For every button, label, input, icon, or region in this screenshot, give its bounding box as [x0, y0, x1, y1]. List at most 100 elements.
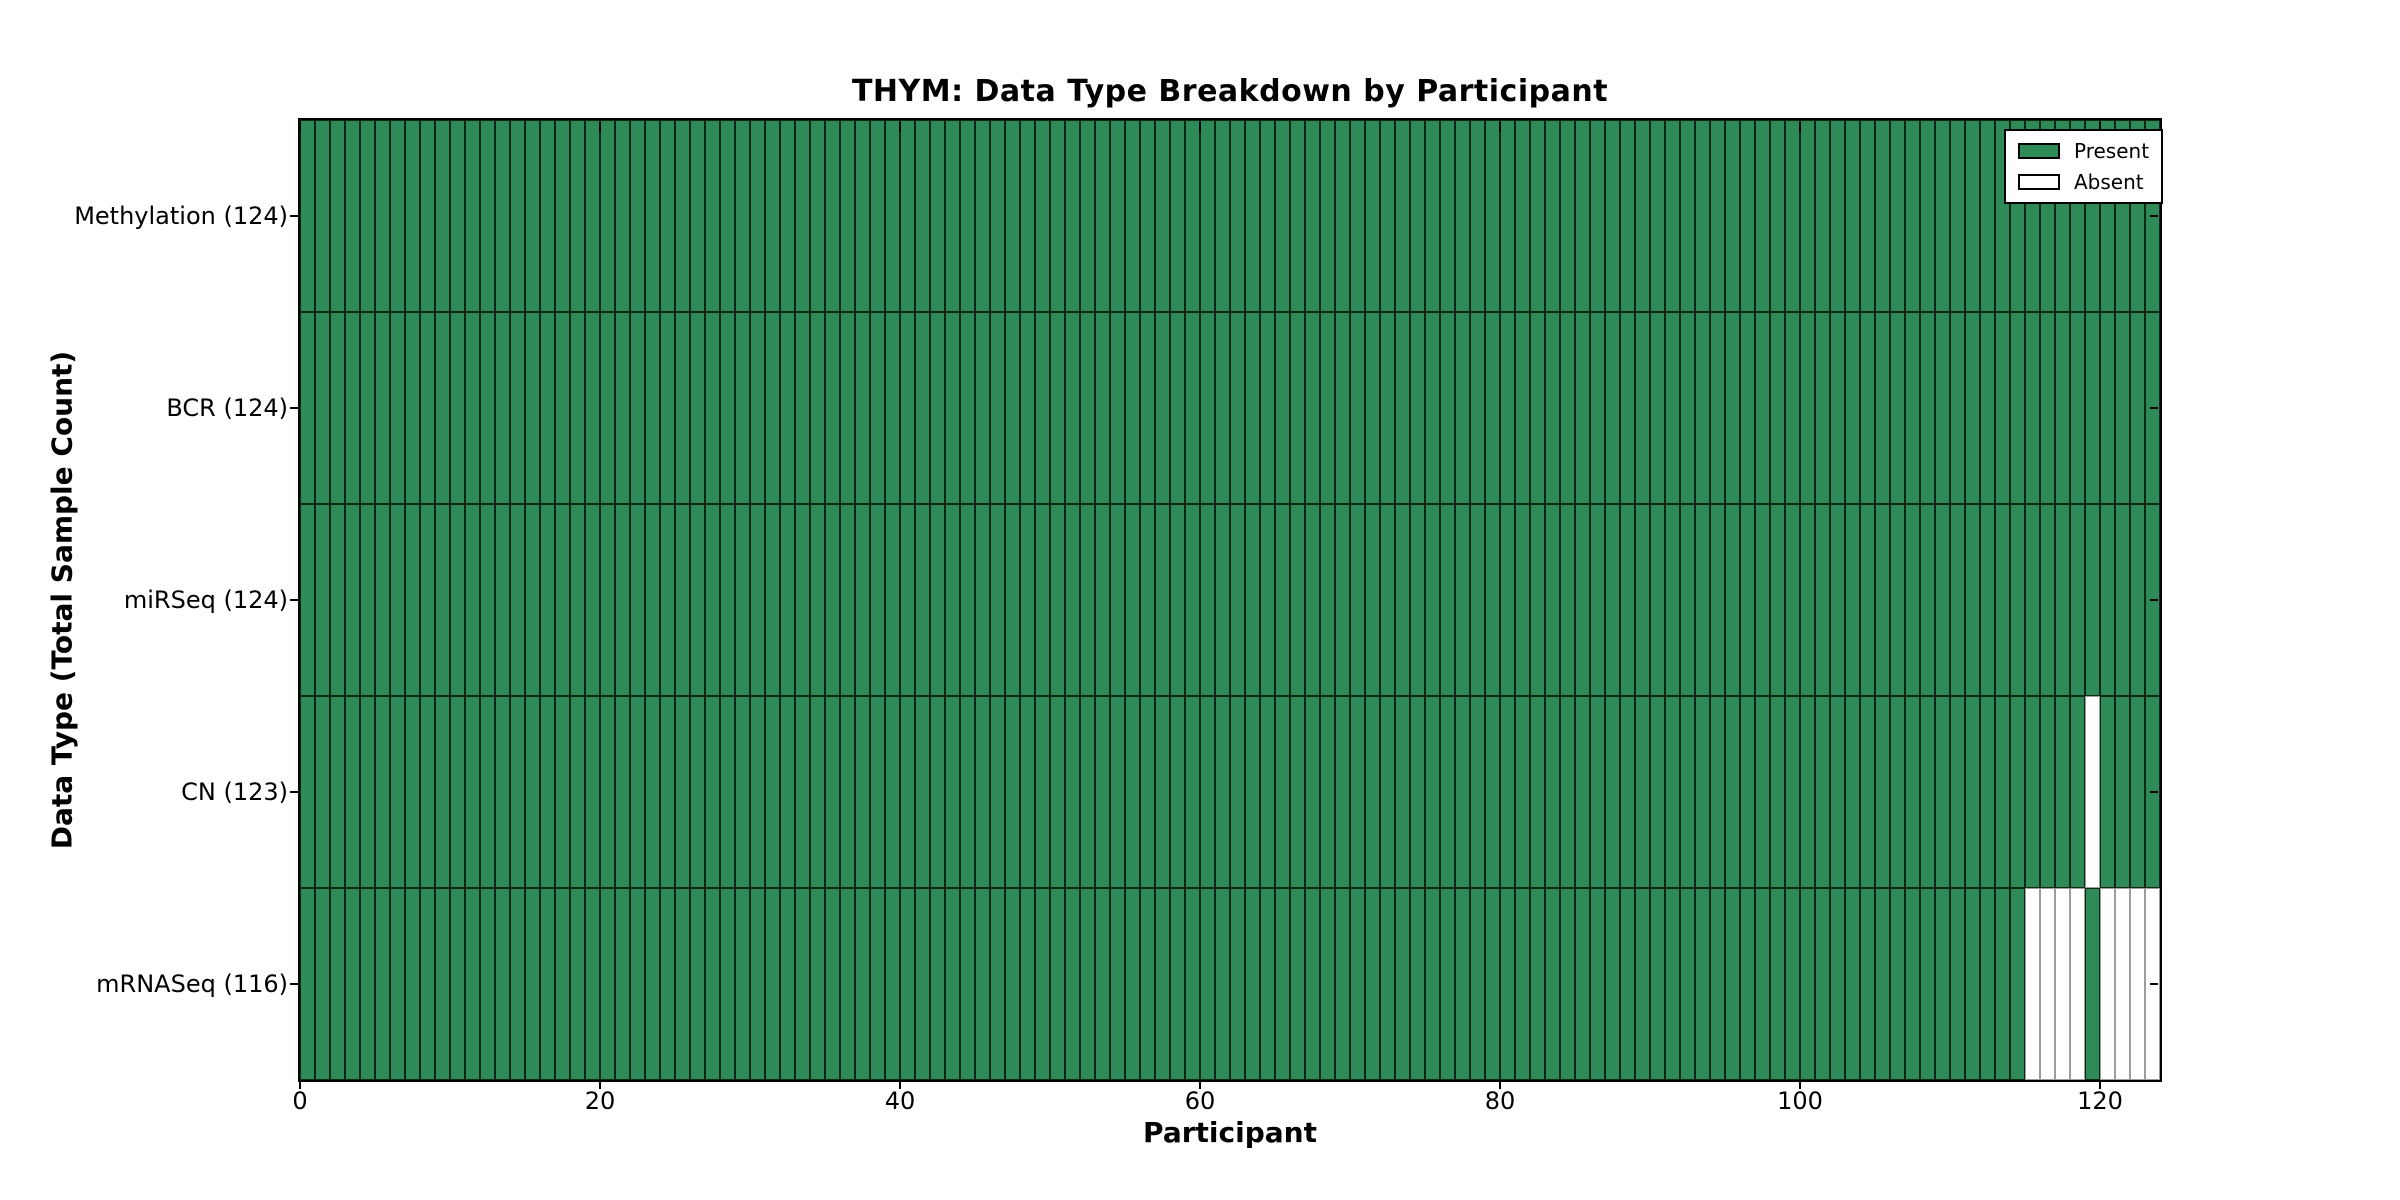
present-cell — [1245, 312, 1260, 504]
present-cell — [840, 504, 855, 696]
present-cell — [420, 120, 435, 312]
present-cell — [1515, 312, 1530, 504]
present-cell — [1065, 888, 1080, 1080]
present-cell — [300, 504, 315, 696]
present-cell — [960, 504, 975, 696]
present-cell — [1020, 312, 1035, 504]
present-cell — [330, 888, 345, 1080]
present-cell — [690, 696, 705, 888]
present-cell — [1020, 120, 1035, 312]
present-cell — [2115, 696, 2130, 888]
present-cell — [915, 888, 930, 1080]
present-cell — [1140, 312, 1155, 504]
present-cell — [930, 696, 945, 888]
present-cell — [1935, 120, 1950, 312]
present-cell — [1650, 120, 1665, 312]
present-cell — [840, 696, 855, 888]
present-cell — [525, 888, 540, 1080]
tick-mark — [599, 1082, 601, 1089]
present-cell — [300, 312, 315, 504]
present-cell — [720, 504, 735, 696]
present-cell — [675, 120, 690, 312]
tick-mark — [290, 599, 298, 601]
present-cell — [2100, 504, 2115, 696]
legend-label: Present — [2074, 139, 2150, 163]
present-cell — [1680, 120, 1695, 312]
present-cell — [1275, 120, 1290, 312]
present-cell — [1395, 888, 1410, 1080]
present-cell — [600, 312, 615, 504]
present-cell — [1740, 504, 1755, 696]
present-cell — [570, 888, 585, 1080]
present-cell — [1215, 312, 1230, 504]
present-cell — [300, 120, 315, 312]
legend-swatch-present — [2018, 143, 2060, 159]
present-cell — [810, 120, 825, 312]
present-cell — [300, 696, 315, 888]
present-cell — [420, 504, 435, 696]
present-cell — [1665, 888, 1680, 1080]
present-cell — [1785, 696, 1800, 888]
y-tick-label: CN (123) — [181, 778, 288, 806]
present-cell — [1365, 888, 1380, 1080]
present-cell — [675, 504, 690, 696]
present-cell — [885, 312, 900, 504]
present-cell — [1590, 312, 1605, 504]
legend-swatch-absent — [2018, 174, 2060, 190]
present-cell — [1035, 504, 1050, 696]
present-cell — [945, 120, 960, 312]
present-cell — [900, 312, 915, 504]
present-cell — [495, 696, 510, 888]
present-cell — [1485, 120, 1500, 312]
present-cell — [1935, 504, 1950, 696]
present-cell — [1845, 888, 1860, 1080]
present-cell — [960, 120, 975, 312]
present-cell — [780, 888, 795, 1080]
present-cell — [765, 888, 780, 1080]
present-cell — [1530, 312, 1545, 504]
present-cell — [1230, 696, 1245, 888]
present-cell — [300, 888, 315, 1080]
present-cell — [1050, 312, 1065, 504]
present-cell — [1395, 120, 1410, 312]
present-cell — [615, 504, 630, 696]
present-cell — [765, 504, 780, 696]
present-cell — [1785, 312, 1800, 504]
present-cell — [1170, 312, 1185, 504]
present-cell — [360, 120, 375, 312]
present-cell — [1530, 504, 1545, 696]
datatype-row — [300, 504, 2160, 696]
present-cell — [585, 696, 600, 888]
present-cell — [2010, 312, 2025, 504]
present-cell — [870, 504, 885, 696]
absent-cell — [2130, 888, 2145, 1080]
present-cell — [1620, 120, 1635, 312]
absent-cell — [2115, 888, 2130, 1080]
present-cell — [915, 504, 930, 696]
present-cell — [1425, 120, 1440, 312]
present-cell — [990, 312, 1005, 504]
present-cell — [1815, 696, 1830, 888]
present-cell — [1320, 120, 1335, 312]
present-cell — [720, 696, 735, 888]
present-cell — [1455, 696, 1470, 888]
present-cell — [405, 888, 420, 1080]
present-cell — [990, 696, 1005, 888]
present-cell — [1095, 312, 1110, 504]
present-cell — [345, 888, 360, 1080]
present-cell — [1590, 696, 1605, 888]
present-cell — [555, 696, 570, 888]
present-cell — [780, 120, 795, 312]
present-cell — [1815, 504, 1830, 696]
tick-mark — [1499, 122, 1501, 132]
present-cell — [405, 696, 420, 888]
present-cell — [720, 120, 735, 312]
present-cell — [1380, 888, 1395, 1080]
chart-title: THYM: Data Type Breakdown by Participant — [851, 74, 1609, 109]
present-cell — [810, 504, 825, 696]
tick-mark — [1499, 1082, 1501, 1089]
present-cell — [2115, 504, 2130, 696]
present-cell — [480, 504, 495, 696]
present-cell — [345, 312, 360, 504]
